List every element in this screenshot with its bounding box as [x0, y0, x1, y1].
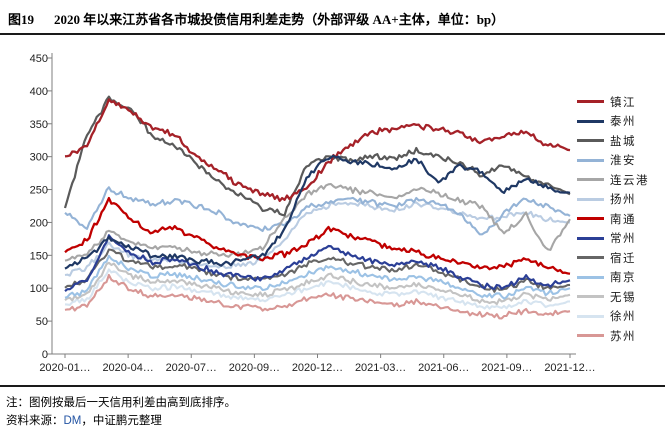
series-line-yancheng — [63, 95, 571, 217]
legend-label: 徐州 — [610, 311, 636, 324]
y-tick-label: 150 — [30, 250, 48, 262]
source-link-dm[interactable]: DM — [63, 415, 82, 428]
series-line-zhenjiang — [64, 98, 571, 203]
legend-item-nantong: 南通 — [577, 209, 649, 229]
series-line-suqian — [64, 248, 571, 293]
legend-item-yangzhou: 扬州 — [577, 190, 649, 210]
divider-top — [0, 33, 665, 35]
figure-title-text: 2020 年以来江苏省各市城投债信用利差走势（外部评级 AA+主体，单位：bp） — [54, 12, 505, 27]
legend-swatch — [577, 158, 604, 162]
legend-swatch — [577, 256, 604, 260]
x-tick-label: 2021-12… — [544, 362, 595, 374]
legend-swatch — [577, 139, 604, 143]
figure-notes: 注：图例按最后一天信用利差由高到底排序。 资料来源：DM，中证鹏元整理 — [0, 387, 665, 431]
legend-item-xuzhou: 徐州 — [577, 307, 649, 327]
figure-note: 注：图例按最后一天信用利差由高到底排序。 — [6, 397, 236, 409]
source-rest: ，中证鹏元整理 — [81, 415, 162, 428]
legend-label: 无锡 — [610, 291, 636, 304]
divider-bottom — [0, 385, 665, 387]
legend-item-yancheng: 盐城 — [577, 131, 649, 151]
source-label: 资料来源： — [6, 415, 64, 428]
x-tick-label: 2021-09… — [481, 362, 532, 374]
legend-swatch — [577, 295, 604, 299]
series-line-wuxi — [64, 261, 571, 306]
legend-swatch — [577, 236, 604, 240]
x-tick-label: 2020-12… — [292, 362, 343, 374]
legend-item-suzhou: 苏州 — [577, 326, 649, 346]
legend-swatch — [577, 334, 604, 338]
figure-title: 图19 2020 年以来江苏省各市城投债信用利差走势（外部评级 AA+主体，单位：… — [0, 0, 665, 33]
series-line-nantong — [64, 196, 571, 275]
y-tick-label: 400 — [30, 86, 48, 98]
y-tick-label: 100 — [30, 283, 48, 295]
legend-label: 南通 — [610, 213, 636, 226]
series-line-suzhou — [64, 273, 571, 320]
legend-label: 南京 — [610, 272, 636, 285]
series-line-lianyungang — [64, 182, 571, 262]
chart-legend: 镇江泰州盐城淮安连云港扬州南通常州宿迁南京无锡徐州苏州 — [577, 92, 649, 346]
legend-label: 镇江 — [610, 96, 636, 109]
series-line-nanjing — [64, 254, 571, 300]
x-tick-label: 2021-03… — [355, 362, 406, 374]
legend-item-changzhou: 常州 — [577, 229, 649, 249]
x-tick-label: 2021-06… — [418, 362, 469, 374]
legend-label: 宿迁 — [610, 252, 636, 265]
legend-label: 常州 — [610, 233, 636, 246]
legend-label: 扬州 — [610, 194, 636, 207]
chart-area: 0 50 100 150 200 250 300 350 400 450 2020-01… 2020-… — [0, 35, 665, 385]
legend-label: 苏州 — [610, 330, 636, 343]
x-tick-label: 2020-07… — [166, 362, 217, 374]
legend-label: 连云港 — [610, 174, 649, 187]
chart-canvas: 0 50 100 150 200 250 300 350 400 450 2020-01… 2020-… — [30, 53, 596, 374]
legend-swatch — [577, 197, 604, 201]
legend-item-lianyungang: 连云港 — [577, 170, 649, 190]
y-tick-label: 300 — [30, 152, 48, 164]
legend-label: 盐城 — [610, 135, 636, 148]
x-tick-label: 2020-04… — [102, 362, 153, 374]
series-line-taizhou — [64, 154, 571, 270]
legend-swatch — [577, 217, 604, 221]
legend-label: 淮安 — [610, 155, 636, 168]
legend-item-nanjing: 南京 — [577, 268, 649, 288]
legend-swatch — [577, 100, 604, 104]
y-tick-label: 0 — [42, 349, 48, 361]
y-tick-label: 250 — [30, 185, 48, 197]
legend-item-huaian: 淮安 — [577, 151, 649, 171]
legend-label: 泰州 — [610, 116, 636, 129]
y-tick-label: 200 — [30, 217, 48, 229]
x-tick-label: 2020-09… — [229, 362, 280, 374]
y-tick-label: 350 — [30, 119, 48, 131]
y-tick-label: 450 — [30, 53, 48, 65]
series-line-xuzhou — [64, 268, 571, 310]
legend-swatch — [577, 119, 604, 123]
series-line-huaian — [64, 186, 571, 236]
legend-swatch — [577, 178, 604, 182]
x-tick-label: 2020-01… — [39, 362, 90, 374]
series-line-changzhou — [64, 234, 571, 292]
figure-source: 资料来源：DM，中证鹏元整理 — [6, 412, 657, 430]
legend-item-wuxi: 无锡 — [577, 287, 649, 307]
legend-swatch — [577, 314, 604, 318]
legend-item-suqian: 宿迁 — [577, 248, 649, 268]
figure-number: 图19 — [8, 12, 35, 27]
y-tick-label: 50 — [36, 316, 48, 328]
legend-item-taizhou: 泰州 — [577, 112, 649, 132]
legend-item-zhenjiang: 镇江 — [577, 92, 649, 112]
legend-swatch — [577, 275, 604, 279]
